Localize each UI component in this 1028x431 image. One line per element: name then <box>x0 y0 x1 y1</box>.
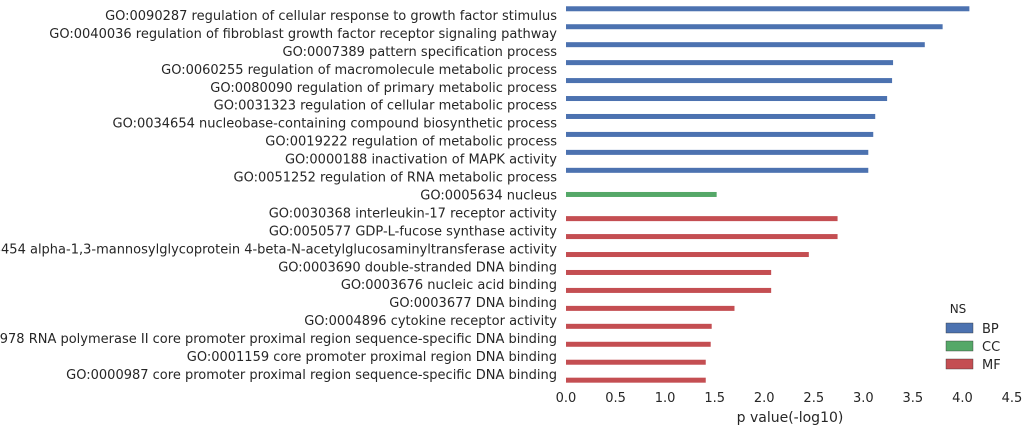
bar-mf <box>566 234 838 240</box>
bar-mf <box>566 252 809 258</box>
bar-bp <box>566 78 893 84</box>
category-label: GO:0000987 core promoter proximal region… <box>66 368 557 383</box>
category-label: GO:0008454 alpha-1,3-mannosylglycoprotei… <box>0 242 557 257</box>
category-label: GO:0000188 inactivation of MAPK activity <box>285 153 557 168</box>
category-label: GO:0003677 DNA binding <box>389 296 557 311</box>
x-tick-label: 0.5 <box>605 391 626 406</box>
bar-mf <box>566 216 838 222</box>
x-axis-title: p value(-log10) <box>737 410 844 426</box>
category-label: GO:0004896 cytokine receptor activity <box>304 314 557 329</box>
category-label: GO:0090287 regulation of cellular respon… <box>105 9 557 24</box>
bar-bp <box>566 6 970 12</box>
category-label: GO:0007389 pattern specification process <box>283 45 558 60</box>
category-label: GO:0003690 double-stranded DNA binding <box>278 260 557 275</box>
x-tick-label: 3.5 <box>903 391 924 406</box>
bar-bp <box>566 24 943 30</box>
bars-group <box>566 6 970 383</box>
legend-swatch-bp <box>945 322 974 334</box>
bar-bp <box>566 113 876 119</box>
bar-mf <box>566 359 706 365</box>
legend-label: BP <box>982 322 999 337</box>
bar-mf <box>566 341 711 347</box>
bar-bp <box>566 149 869 155</box>
category-label: GO:0051252 regulation of RNA metabolic p… <box>234 171 558 186</box>
category-label: GO:0030368 interleukin-17 receptor activ… <box>269 206 558 221</box>
legend-swatch-cc <box>945 340 974 352</box>
category-label: GO:0003676 nucleic acid binding <box>341 278 557 293</box>
legend-title: NS <box>950 302 967 316</box>
x-axis-ticks: 0.0 0.5 1.0 1.5 2.0 2.5 3.0 3.5 4.0 4.5 <box>556 391 1023 406</box>
bar-bp <box>566 167 869 173</box>
x-tick-label: 2.0 <box>754 391 775 406</box>
category-label: GO:0060255 regulation of macromolecule m… <box>161 63 557 78</box>
category-label: GO:0031323 regulation of cellular metabo… <box>214 99 558 114</box>
x-tick-label: 1.0 <box>655 391 676 406</box>
category-label: GO:0050577 GDP-L-fucose synthase activit… <box>269 224 557 239</box>
bar-mf <box>566 377 706 383</box>
x-tick-label: 1.5 <box>704 391 725 406</box>
bar-bp <box>566 60 894 66</box>
bar-bp <box>566 131 874 137</box>
legend-label: MF <box>982 358 1001 373</box>
category-labels: GO:0090287 regulation of cellular respon… <box>0 9 557 383</box>
category-label: GO:0000978 RNA polymerase II core promot… <box>0 332 557 347</box>
legend: NS BP CC MF <box>945 302 1001 373</box>
bar-mf <box>566 323 712 329</box>
bar-bp <box>566 96 888 102</box>
category-label: GO:0019222 regulation of metabolic proce… <box>265 135 557 150</box>
x-tick-label: 2.5 <box>803 391 824 406</box>
category-label: GO:0080090 regulation of primary metabol… <box>210 81 557 96</box>
x-tick-label: 0.0 <box>556 391 577 406</box>
category-label: GO:0040036 regulation of fibroblast grow… <box>49 27 557 42</box>
legend-label: CC <box>982 340 1000 355</box>
bar-mf <box>566 269 772 275</box>
bar-cc <box>566 191 717 197</box>
x-tick-label: 3.0 <box>853 391 874 406</box>
x-tick-label: 4.0 <box>952 391 973 406</box>
category-label: GO:0005634 nucleus <box>420 188 557 203</box>
bar-mf <box>566 287 772 293</box>
category-label: GO:0001159 core promoter proximal region… <box>187 350 557 365</box>
x-tick-label: 4.5 <box>1002 391 1023 406</box>
bar-bp <box>566 42 925 48</box>
category-label: GO:0034654 nucleobase-containing compoun… <box>113 117 558 132</box>
legend-swatch-mf <box>945 358 974 370</box>
bar-mf <box>566 305 735 311</box>
